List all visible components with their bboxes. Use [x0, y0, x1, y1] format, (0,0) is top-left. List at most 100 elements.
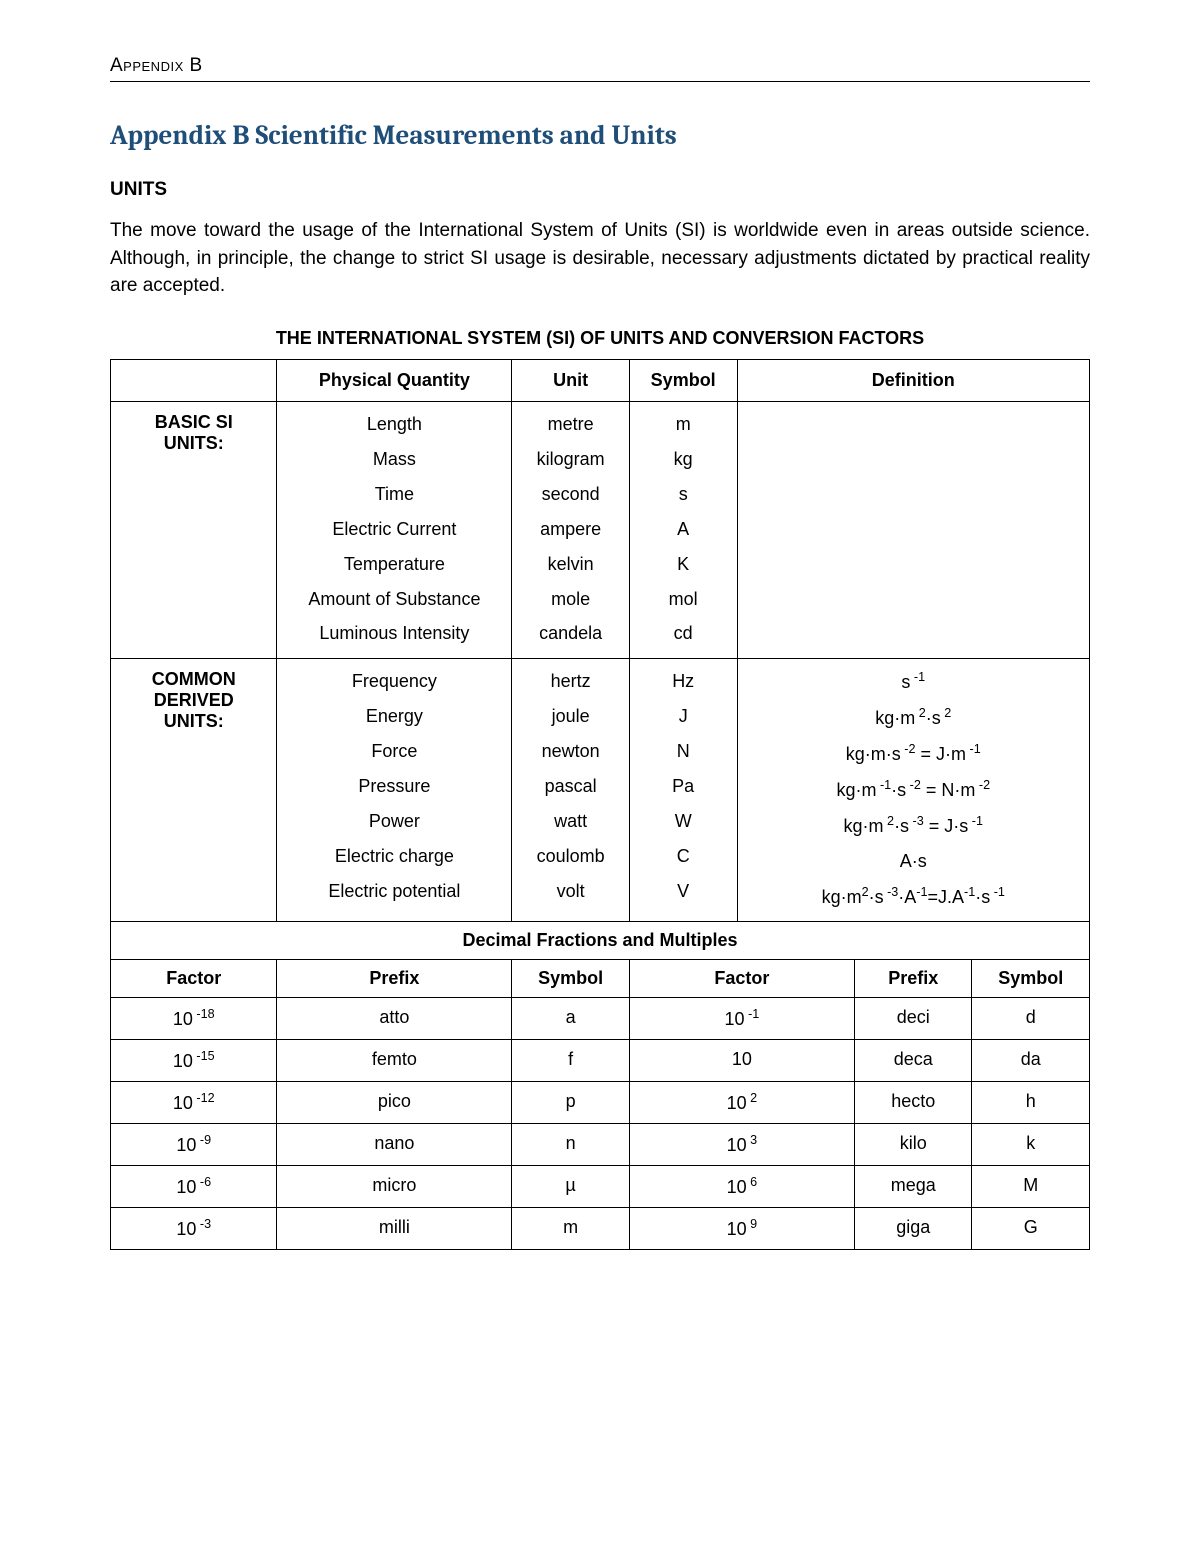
cell-value: m: [636, 408, 731, 443]
derived-symbol-cell: HzJNPaWCV: [629, 658, 737, 921]
cell-value: kilo: [855, 1124, 972, 1166]
cell-value: Energy: [283, 700, 505, 735]
cell-value: [744, 443, 1083, 478]
cell-value: J: [636, 700, 731, 735]
cell-value: k: [972, 1124, 1090, 1166]
cell-value: kg·m 2·s -3 = J·s -1: [744, 808, 1083, 844]
cell-value: second: [518, 477, 622, 512]
cell-value: Length: [283, 408, 505, 443]
table-row: 10 -12picop10 2hectoh: [111, 1082, 1090, 1124]
cell-value: 10 6: [629, 1166, 854, 1208]
cell-value: 10 9: [629, 1208, 854, 1250]
cell-value: deci: [855, 998, 972, 1040]
basic-unit-cell: metrekilogramsecondamperekelvinmolecande…: [512, 401, 629, 658]
cell-value: V: [636, 874, 731, 909]
cell-value: G: [972, 1208, 1090, 1250]
col-factor-1: Factor: [111, 960, 277, 998]
cell-value: Hz: [636, 665, 731, 700]
col-prefix-1: Prefix: [277, 960, 512, 998]
cell-value: ampere: [518, 512, 622, 547]
cell-value: 10 -6: [111, 1166, 277, 1208]
cell-value: da: [972, 1040, 1090, 1082]
cell-value: pascal: [518, 770, 622, 805]
table-row: 10 -18attoa10 -1decid: [111, 998, 1090, 1040]
cell-value: K: [636, 547, 731, 582]
cell-value: 10 -9: [111, 1124, 277, 1166]
cell-value: mol: [636, 582, 731, 617]
col-symbol-2: Symbol: [972, 960, 1090, 998]
cell-value: [744, 512, 1083, 547]
cell-value: A·s: [744, 844, 1083, 879]
cell-value: milli: [277, 1208, 512, 1250]
table-row: 10 -15femtof10decada: [111, 1040, 1090, 1082]
cell-value: hertz: [518, 665, 622, 700]
cell-value: C: [636, 839, 731, 874]
body-text: The move toward the usage of the Interna…: [110, 217, 1090, 300]
cell-value: deca: [855, 1040, 972, 1082]
cell-value: micro: [277, 1166, 512, 1208]
cell-value: Pa: [636, 770, 731, 805]
cell-value: s: [636, 477, 731, 512]
cell-value: volt: [518, 874, 622, 909]
cell-value: pico: [277, 1082, 512, 1124]
basic-qty-cell: LengthMassTimeElectric CurrentTemperatur…: [277, 401, 512, 658]
header-rule: [110, 81, 1090, 82]
cell-value: Frequency: [283, 665, 505, 700]
table-row: 10 -6microµ10 6megaM: [111, 1166, 1090, 1208]
cell-value: kg·m2·s -3·A-1=J.A-1·s -1: [744, 879, 1083, 915]
cell-value: Power: [283, 804, 505, 839]
cell-value: 10 -1: [629, 998, 854, 1040]
basic-symbol-cell: mkgsAKmolcd: [629, 401, 737, 658]
table-header-row: Physical Quantity Unit Symbol Definition: [111, 359, 1090, 401]
cell-value: m: [512, 1208, 629, 1250]
derived-label: COMMONDERIVEDUNITS:: [111, 658, 277, 921]
cell-value: watt: [518, 804, 622, 839]
cell-value: p: [512, 1082, 629, 1124]
basic-units-row: BASIC SIUNITS: LengthMassTimeElectric Cu…: [111, 401, 1090, 658]
cell-value: f: [512, 1040, 629, 1082]
cell-value: newton: [518, 735, 622, 770]
cell-value: W: [636, 804, 731, 839]
col-symbol-1: Symbol: [512, 960, 629, 998]
cell-value: [744, 547, 1083, 582]
basic-label-text: BASIC SIUNITS:: [155, 412, 233, 453]
cell-value: Luminous Intensity: [283, 617, 505, 652]
col-qty: Physical Quantity: [277, 359, 512, 401]
cell-value: 10 -3: [111, 1208, 277, 1250]
fractions-title: Decimal Fractions and Multiples: [111, 922, 1090, 960]
page-header-label: Appendix B: [110, 55, 1090, 77]
derived-def-cell: s -1kg·m 2·s 2kg·m·s -2 = J·m -1kg·m -1·…: [737, 658, 1089, 921]
cell-value: 10 -12: [111, 1082, 277, 1124]
cell-value: [744, 617, 1083, 652]
cell-value: 10 2: [629, 1082, 854, 1124]
page-title: Appendix B Scientific Measurements and U…: [110, 120, 1090, 151]
derived-qty-cell: FrequencyEnergyForcePressurePower Electri…: [277, 658, 512, 921]
section-heading-units: UNITS: [110, 179, 1090, 201]
cell-value: d: [972, 998, 1090, 1040]
cell-value: n: [512, 1124, 629, 1166]
cell-value: N: [636, 735, 731, 770]
derived-unit-cell: hertzjoulenewtonpascalwattcoulombvolt: [512, 658, 629, 921]
cell-value: Temperature: [283, 547, 505, 582]
cell-value: s -1: [744, 665, 1083, 701]
col-factor-2: Factor: [629, 960, 854, 998]
col-blank: [111, 359, 277, 401]
table-title: THE INTERNATIONAL SYSTEM (SI) OF UNITS A…: [110, 328, 1090, 349]
basic-label: BASIC SIUNITS:: [111, 401, 277, 658]
cell-value: µ: [512, 1166, 629, 1208]
cell-value: a: [512, 998, 629, 1040]
cell-value: candela: [518, 617, 622, 652]
cell-value: 10: [629, 1040, 854, 1082]
cell-value: [744, 408, 1083, 443]
col-symbol: Symbol: [629, 359, 737, 401]
cell-value: kg·m 2·s 2: [744, 701, 1083, 737]
cell-value: Pressure: [283, 770, 505, 805]
cell-value: mega: [855, 1166, 972, 1208]
cell-value: Force: [283, 735, 505, 770]
cell-value: kelvin: [518, 547, 622, 582]
cell-value: nano: [277, 1124, 512, 1166]
cell-value: [744, 582, 1083, 617]
cell-value: kg·m -1·s -2 = N·m -2: [744, 773, 1083, 809]
cell-value: hecto: [855, 1082, 972, 1124]
cell-value: Electric potential: [283, 874, 505, 909]
